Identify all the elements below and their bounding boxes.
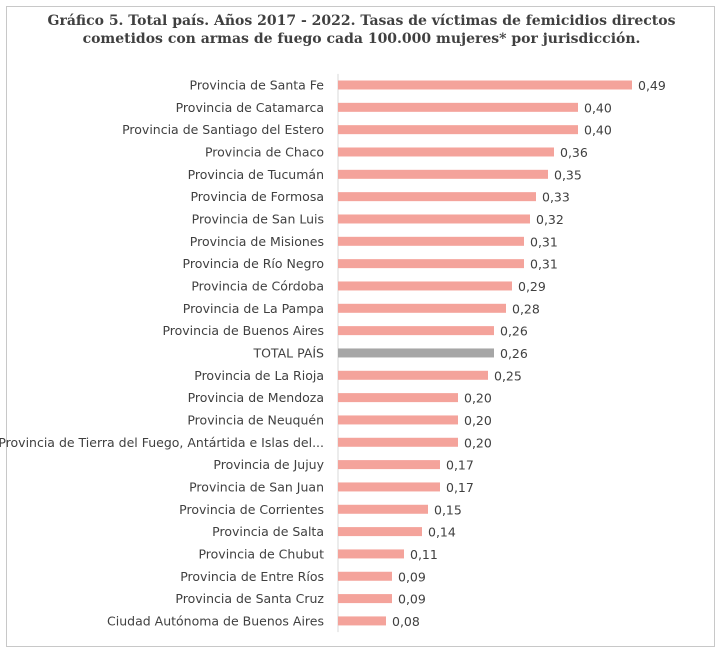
chart-title-line-1: Gráfico 5. Total país. Años 2017 - 2022.… bbox=[47, 13, 676, 29]
bar bbox=[338, 571, 392, 581]
bar bbox=[338, 125, 578, 135]
category-label: Provincia de La Pampa bbox=[183, 301, 324, 316]
data-label: 0,25 bbox=[494, 368, 522, 383]
bar bbox=[338, 326, 494, 336]
bar bbox=[338, 482, 440, 492]
bar bbox=[338, 527, 422, 537]
data-label: 0,14 bbox=[428, 525, 456, 540]
bar bbox=[338, 460, 440, 470]
category-label: Provincia de Tucumán bbox=[188, 167, 324, 182]
data-label: 0,31 bbox=[530, 234, 558, 249]
bar bbox=[338, 415, 458, 425]
data-label: 0,36 bbox=[560, 145, 588, 160]
category-label: Provincia de Catamarca bbox=[176, 100, 324, 115]
category-label: Provincia de San Juan bbox=[189, 479, 324, 494]
data-label: 0,09 bbox=[398, 569, 426, 584]
bar bbox=[338, 214, 530, 224]
total-bar bbox=[338, 348, 494, 358]
bar bbox=[338, 192, 536, 202]
category-label: Provincia de San Luis bbox=[192, 211, 324, 226]
bar bbox=[338, 102, 578, 112]
data-label: 0,32 bbox=[536, 212, 564, 227]
bar bbox=[338, 370, 488, 380]
bar bbox=[338, 616, 386, 626]
category-label: Provincia de Tierra del Fuego, Antártida… bbox=[0, 435, 324, 450]
category-label: Provincia de La Rioja bbox=[194, 368, 324, 383]
data-label: 0,09 bbox=[398, 592, 426, 607]
bar bbox=[338, 437, 458, 447]
data-label: 0,26 bbox=[500, 346, 528, 361]
chart-title-line-2: cometidos con armas de fuego cada 100.00… bbox=[82, 31, 641, 47]
data-label: 0,11 bbox=[410, 547, 438, 562]
data-label: 0,40 bbox=[584, 123, 612, 138]
bar bbox=[338, 281, 512, 291]
data-label: 0,31 bbox=[530, 257, 558, 272]
category-label: Ciudad Autónoma de Buenos Aires bbox=[107, 613, 324, 628]
bar bbox=[338, 80, 632, 90]
data-label: 0,33 bbox=[542, 190, 570, 205]
category-label: Provincia de Santa Cruz bbox=[175, 591, 324, 606]
category-label: Provincia de Misiones bbox=[190, 234, 324, 249]
category-label: Provincia de Chubut bbox=[198, 546, 324, 561]
category-label: TOTAL PAÍS bbox=[252, 345, 324, 360]
bar bbox=[338, 169, 548, 179]
category-label: Provincia de Salta bbox=[212, 524, 324, 539]
category-label: Provincia de Entre Ríos bbox=[180, 569, 324, 584]
data-label: 0,20 bbox=[464, 435, 492, 450]
category-label: Provincia de Buenos Aires bbox=[162, 323, 324, 338]
data-label: 0,17 bbox=[446, 458, 474, 473]
bar bbox=[338, 594, 392, 604]
bar bbox=[338, 549, 404, 559]
category-label: Provincia de Neuquén bbox=[187, 412, 324, 427]
category-label: Provincia de Río Negro bbox=[183, 256, 324, 271]
data-label: 0,28 bbox=[512, 301, 540, 316]
data-label: 0,08 bbox=[392, 614, 420, 629]
category-label: Provincia de Corrientes bbox=[179, 502, 324, 517]
bar bbox=[338, 303, 506, 313]
data-label: 0,20 bbox=[464, 413, 492, 428]
bar bbox=[338, 236, 524, 246]
bar bbox=[338, 147, 554, 157]
category-label: Provincia de Mendoza bbox=[188, 390, 324, 405]
chart-title: Gráfico 5. Total país. Años 2017 - 2022.… bbox=[0, 12, 723, 48]
data-label: 0,26 bbox=[500, 324, 528, 339]
category-label: Provincia de Jujuy bbox=[213, 457, 324, 472]
category-label: Provincia de Formosa bbox=[190, 189, 324, 204]
data-label: 0,15 bbox=[434, 502, 462, 517]
data-label: 0,35 bbox=[554, 167, 582, 182]
data-label: 0,40 bbox=[584, 100, 612, 115]
data-label: 0,20 bbox=[464, 391, 492, 406]
category-label: Provincia de Santa Fe bbox=[190, 78, 325, 93]
bar bbox=[338, 504, 428, 514]
data-label: 0,17 bbox=[446, 480, 474, 495]
data-label: 0,49 bbox=[638, 78, 666, 93]
category-label: Provincia de Córdoba bbox=[191, 278, 324, 293]
category-label: Provincia de Chaco bbox=[205, 144, 324, 159]
bar bbox=[338, 259, 524, 269]
data-label: 0,29 bbox=[518, 279, 546, 294]
category-label: Provincia de Santiago del Estero bbox=[122, 122, 324, 137]
bar bbox=[338, 393, 458, 403]
